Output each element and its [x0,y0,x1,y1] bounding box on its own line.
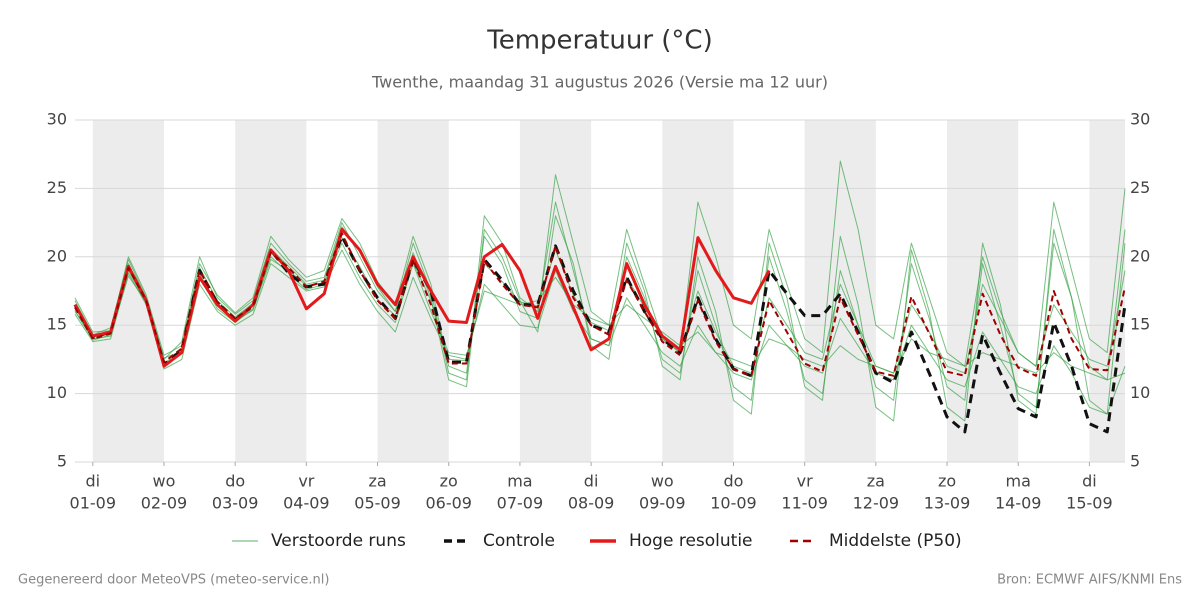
x-tick-label: 11-09 [781,494,828,513]
y-tick-label: 30 [47,110,67,129]
y2-tick-label: 30 [1130,110,1150,129]
ensemble-line [74,249,1126,415]
legend-label: Controle [483,531,555,551]
x-tick-label: 13-09 [924,494,971,513]
x-tick-label: vr [797,472,813,491]
legend-label: Hoge resolutie [629,531,753,551]
y2-tick-label: 10 [1130,383,1150,402]
y-tick-label: 20 [47,246,67,265]
x-tick-label: 06-09 [425,494,472,513]
x-tick-label: za [867,472,885,491]
ensemble-line [74,237,1126,374]
y2-tick-label: 25 [1130,178,1150,197]
y-tick-label: 5 [57,452,67,471]
chart-subtitle: Twenthe, maandag 31 augustus 2026 (Versi… [371,73,828,92]
x-tick-label: 08-09 [568,494,615,513]
day-band [804,120,876,462]
day-band [235,120,307,462]
x-tick-label: ma [507,472,532,491]
x-tick-label: 05-09 [354,494,401,513]
x-tick-label: do [723,472,743,491]
x-tick-label: zo [440,472,458,491]
y-tick-label: 15 [47,315,67,334]
footer-right: Bron: ECMWF AIFS/KNMI Ens [997,573,1182,588]
y-tick-label: 25 [47,178,67,197]
series-line [74,232,1126,377]
ensemble-line [74,242,1126,381]
x-tick-label: wo [153,472,176,491]
x-tick-label: 12-09 [853,494,900,513]
x-tick-label: 14-09 [995,494,1042,513]
chart-title: Temperatuur (°C) [486,26,712,56]
x-tick-label: di [85,472,100,491]
ensemble-line [74,160,1126,374]
x-tick-label: zo [938,472,956,491]
legend-label: Verstoorde runs [271,531,406,551]
x-tick-label: 02-09 [141,494,188,513]
x-tick-label: di [1082,472,1097,491]
series-line [73,234,1127,434]
day-band [519,120,592,462]
x-tick-label: vr [298,472,314,491]
x-tick-label: di [584,472,599,491]
x-tick-label: 10-09 [710,494,757,513]
x-tick-label: wo [651,472,674,491]
day-band [92,120,164,462]
y-tick-label: 10 [47,383,67,402]
series-line [73,227,771,368]
x-tick-label: 01-09 [70,494,117,513]
y2-tick-label: 20 [1130,246,1150,265]
legend-label: Middelste (P50) [829,531,962,551]
x-tick-label: 15-09 [1066,494,1113,513]
x-tick-label: 04-09 [283,494,330,513]
x-tick-label: ma [1006,472,1031,491]
y2-tick-label: 15 [1130,315,1150,334]
footer-left: Gegenereerd door MeteoVPS (meteo-service… [18,573,329,588]
x-tick-label: 03-09 [212,494,259,513]
x-tick-label: do [225,472,245,491]
x-tick-label: 09-09 [639,494,686,513]
y2-tick-label: 5 [1130,452,1140,471]
day-band [947,120,1019,462]
x-tick-label: 07-09 [497,494,544,513]
day-band [377,120,449,462]
x-tick-label: za [368,472,386,491]
